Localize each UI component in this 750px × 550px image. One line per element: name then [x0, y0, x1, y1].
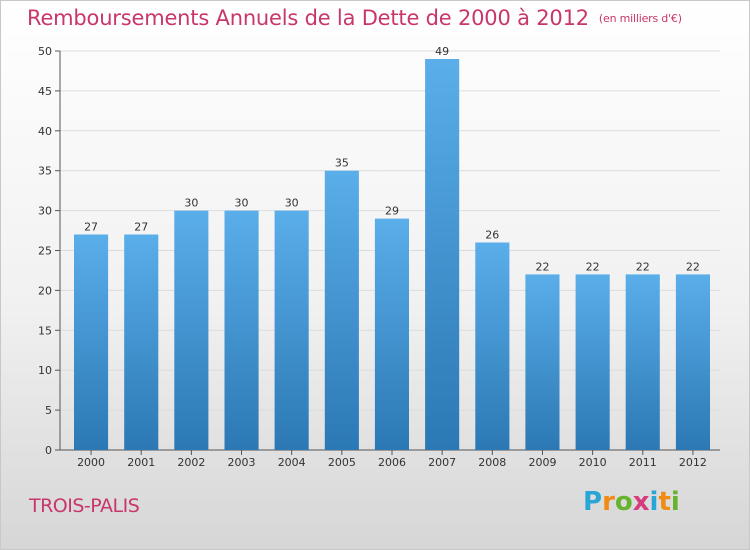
bar-2003 — [224, 210, 259, 450]
logo-letter: i — [649, 487, 659, 517]
bar-value-label: 27 — [134, 221, 148, 234]
bar-2011 — [625, 274, 660, 450]
bar-value-label: 26 — [485, 229, 499, 242]
y-tick-label: 15 — [38, 324, 52, 337]
bar-value-label: 49 — [435, 45, 449, 58]
chart-title-text: Remboursements Annuels de la Dette de 20… — [27, 6, 589, 30]
bar-2009 — [525, 274, 560, 450]
y-tick-label: 10 — [38, 364, 52, 377]
logo-letter: x — [632, 487, 650, 517]
x-tick-label: 2004 — [278, 456, 306, 469]
y-tick-label: 5 — [45, 404, 52, 417]
bar-value-label: 22 — [535, 260, 549, 273]
y-tick-label: 30 — [38, 205, 52, 218]
bar-value-label: 30 — [235, 197, 249, 210]
y-tick-label: 45 — [38, 85, 52, 98]
y-tick-label: 25 — [38, 245, 52, 258]
bar-2006 — [374, 218, 409, 450]
bar-2005 — [324, 170, 359, 450]
bar-value-label: 30 — [285, 197, 299, 210]
x-tick-label: 2007 — [428, 456, 456, 469]
x-tick-label: 2003 — [228, 456, 256, 469]
x-tick-label: 2011 — [629, 456, 657, 469]
bar-2007 — [425, 59, 460, 450]
bar-2008 — [475, 242, 510, 450]
labels: 0 5 10 15 20 25 30 35 40 45 50 2000 27 2001 27 2002 30 20… — [38, 45, 707, 469]
x-tick-label: 2001 — [127, 456, 155, 469]
y-tick-label: 40 — [38, 125, 52, 138]
bar-value-label: 22 — [586, 260, 600, 273]
chart-subtitle: (en milliers d'€) — [598, 12, 682, 25]
x-tick-label: 2010 — [579, 456, 607, 469]
logo-letter: o — [614, 487, 633, 517]
logo-letter: t — [658, 487, 671, 517]
chart-title: Remboursements Annuels de la Dette de 20… — [27, 6, 682, 30]
bars — [74, 59, 710, 450]
proxiti-logo[interactable]: Proxiti — [583, 487, 680, 517]
x-tick-label: 2009 — [528, 456, 556, 469]
x-tick-label: 2008 — [478, 456, 506, 469]
bar-2001 — [124, 234, 159, 450]
bar-value-label: 30 — [184, 197, 198, 210]
logo-letter: r — [602, 487, 615, 517]
x-tick-label: 2005 — [328, 456, 356, 469]
bar-value-label: 29 — [385, 205, 399, 218]
x-tick-label: 2000 — [77, 456, 105, 469]
bar-2002 — [174, 210, 209, 450]
bar-value-label: 22 — [686, 260, 700, 273]
bar-value-label: 22 — [636, 260, 650, 273]
logo-letter: i — [670, 487, 680, 517]
bar-2012 — [675, 274, 710, 450]
logo-letter: P — [583, 487, 603, 517]
bar-2000 — [74, 234, 109, 450]
y-tick-label: 35 — [38, 165, 52, 178]
y-tick-label: 50 — [38, 45, 52, 58]
x-tick-label: 2002 — [177, 456, 205, 469]
bar-value-label: 27 — [84, 221, 98, 234]
x-tick-label: 2006 — [378, 456, 406, 469]
x-tick-label: 2012 — [679, 456, 707, 469]
location-name: TROIS-PALIS — [29, 495, 140, 517]
y-tick-label: 0 — [45, 444, 52, 457]
bar-2010 — [575, 274, 610, 450]
bar-2004 — [274, 210, 309, 450]
bar-value-label: 35 — [335, 157, 349, 170]
y-tick-label: 20 — [38, 284, 52, 297]
